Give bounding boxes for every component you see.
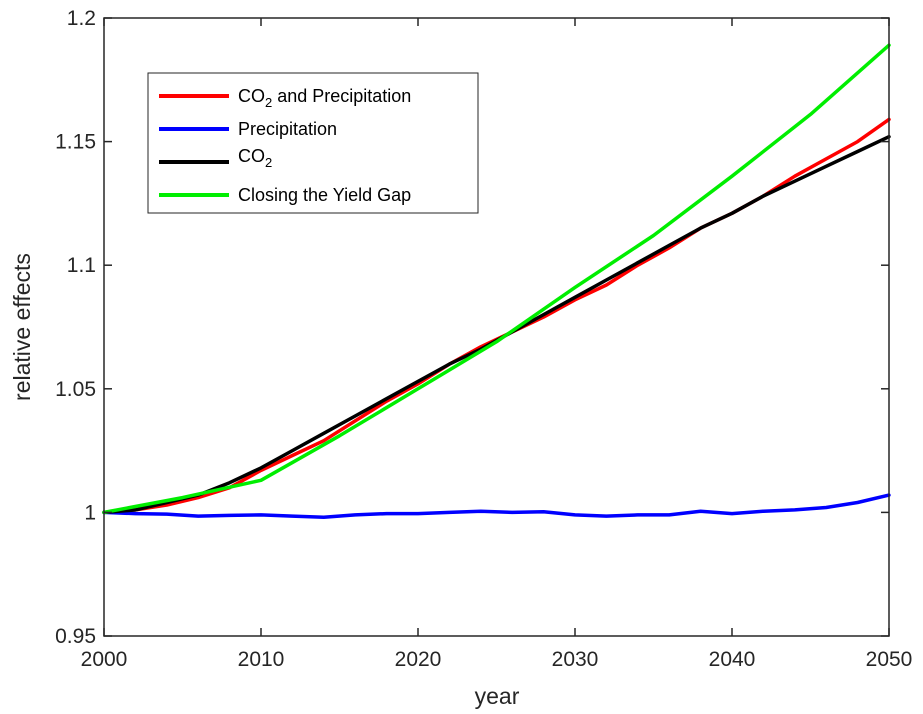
legend-label-co2-and-precipitation: CO2 and Precipitation [238, 86, 411, 110]
series-line-precipitation [102, 493, 891, 520]
x-tick-label: 2020 [395, 648, 442, 671]
axes-frame [103, 17, 890, 637]
y-tick-label: 1.1 [67, 254, 96, 277]
x-tick-label: 2010 [238, 648, 285, 671]
x-tick-label: 2030 [552, 648, 599, 671]
series-line-closing-the-yield-gap [102, 43, 891, 515]
y-tick-label: 0.95 [55, 625, 96, 648]
x-axis-label: year [475, 683, 520, 709]
y-axis-label: relative effects [9, 253, 35, 401]
y-tick-label: 1.15 [55, 131, 96, 154]
axes-layer [103, 17, 890, 637]
x-tick-label: 2000 [81, 648, 128, 671]
series-layer [102, 43, 891, 520]
legend-label-co2: CO2 [238, 146, 272, 170]
x-tick-label: 2050 [866, 648, 913, 671]
y-tick-label: 1 [84, 501, 96, 524]
x-tick-label: 2040 [709, 648, 756, 671]
y-tick-label: 1.2 [67, 7, 96, 30]
y-tick-label: 1.05 [55, 378, 96, 401]
ticks-layer: 2000 2010 2020 2030 2040 2050 0.95 1 1.05 1.1 1.15… [55, 7, 912, 671]
legend-label-precipitation: Precipitation [238, 119, 337, 139]
legend: CO2 and Precipitation Precipitation CO2 … [147, 72, 479, 214]
legend-label-closing-the-yield-gap: Closing the Yield Gap [238, 185, 411, 205]
